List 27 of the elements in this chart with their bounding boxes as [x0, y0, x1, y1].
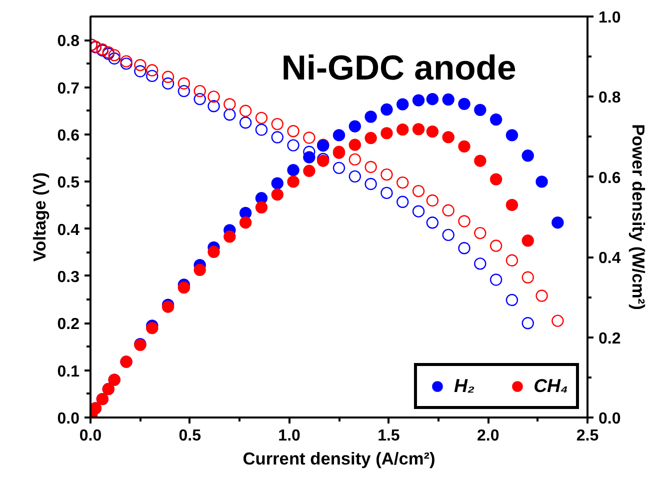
x-tick-label: 1.0 — [278, 428, 301, 444]
y2-tick-label: 0.2 — [598, 330, 621, 348]
x-tick-label: 0.0 — [79, 428, 102, 444]
y-tick-label: 0.8 — [57, 33, 80, 50]
y2-tick-label: 0.4 — [598, 250, 621, 268]
y-tick-label: 0.7 — [57, 80, 80, 98]
y-tick-label: 0.1 — [57, 363, 80, 380]
y-tick-label: 0.2 — [57, 316, 80, 334]
y2-tick-label: 0.0 — [598, 410, 621, 428]
y-axis-title: Voltage (V) — [29, 172, 50, 262]
y-tick-label: 0.0 — [57, 410, 80, 428]
y-tick-label: 0.3 — [57, 268, 80, 286]
y-tick-label: 0.6 — [57, 127, 80, 144]
x-axis-title: Current density (A/cm²) — [242, 448, 436, 468]
y-tick-label: 0.5 — [57, 174, 80, 192]
legend-label: H₂ — [454, 375, 475, 397]
y2-tick-label: 0.8 — [598, 90, 621, 107]
legend-label: CH₄ — [534, 375, 568, 397]
y2-axis-title: Power density (W/cm²) — [628, 124, 649, 310]
x-tick-label: 0.5 — [178, 428, 202, 444]
text: Ni-GDC anode — [281, 49, 516, 88]
x-tick-label: 2.0 — [476, 428, 500, 444]
x-tick-label: 1.5 — [378, 428, 400, 444]
x-tick-label: 2.5 — [576, 428, 599, 444]
y2-tick-label: 0.6 — [598, 170, 621, 187]
y2-tick-label: 1.0 — [598, 10, 621, 26]
y-tick-label: 0.4 — [57, 222, 80, 239]
